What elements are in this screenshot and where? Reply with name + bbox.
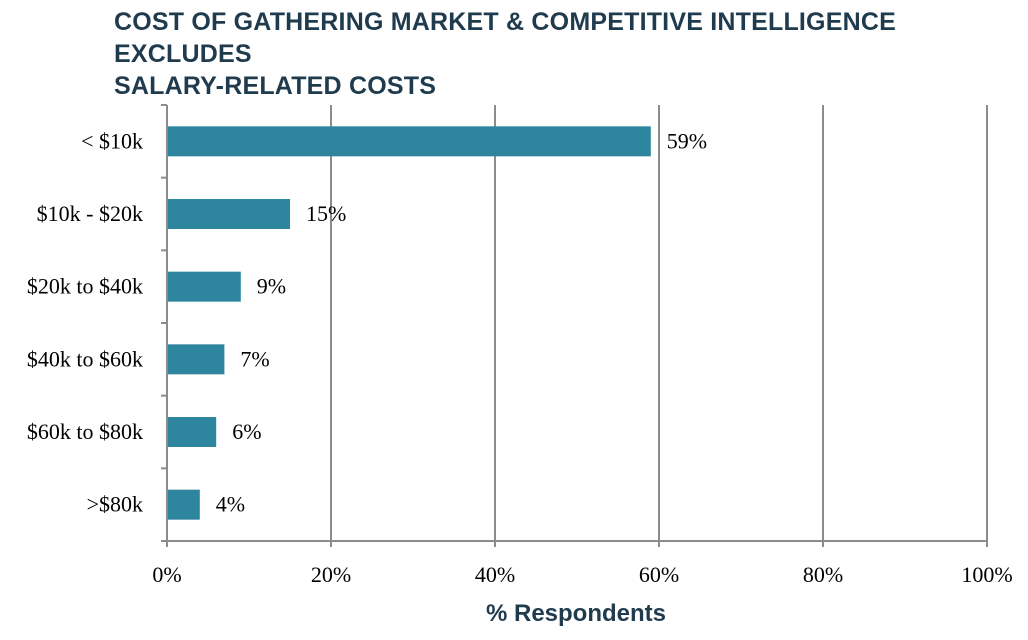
labels: 0% 20% 40% 60% 80% 100% < $10k 59% $10k - $20k 15…	[27, 128, 1013, 587]
bar	[167, 199, 290, 229]
data-label: 59%	[667, 128, 707, 153]
x-tick-label: 40%	[475, 562, 515, 587]
category-label: >$80k	[87, 492, 143, 517]
chart-title-line-1: COST OF GATHERING MARKET & COMPETITIVE I…	[114, 8, 896, 68]
chart-title-line-2: SALARY-RELATED COSTS	[114, 72, 437, 100]
x-tick-label: 20%	[311, 562, 351, 587]
axes	[161, 104, 988, 547]
data-label: 15%	[306, 201, 346, 226]
gridlines	[330, 105, 988, 541]
data-label: 9%	[257, 274, 286, 299]
category-label: $20k to $40k	[27, 274, 143, 299]
chart-title: COST OF GATHERING MARKET & COMPETITIVE I…	[114, 6, 1014, 102]
data-label: 4%	[216, 492, 245, 517]
x-tick-label: 100%	[961, 562, 1012, 587]
bar	[167, 417, 217, 447]
category-label: $60k to $80k	[27, 419, 143, 444]
x-tick-label: 0%	[152, 562, 181, 587]
data-label: 7%	[240, 346, 269, 371]
data-label: 6%	[232, 419, 261, 444]
x-tick-label: 80%	[803, 562, 843, 587]
bar	[167, 344, 225, 375]
category-label: $40k to $60k	[27, 346, 143, 371]
x-axis-title: % Respondents	[486, 600, 666, 627]
bar	[167, 126, 651, 157]
bar	[167, 271, 241, 302]
category-label: < $10k	[81, 128, 143, 153]
x-tick-label: 60%	[639, 562, 679, 587]
category-label: $10k - $20k	[37, 201, 143, 226]
bars	[167, 126, 651, 520]
bar	[167, 489, 200, 520]
